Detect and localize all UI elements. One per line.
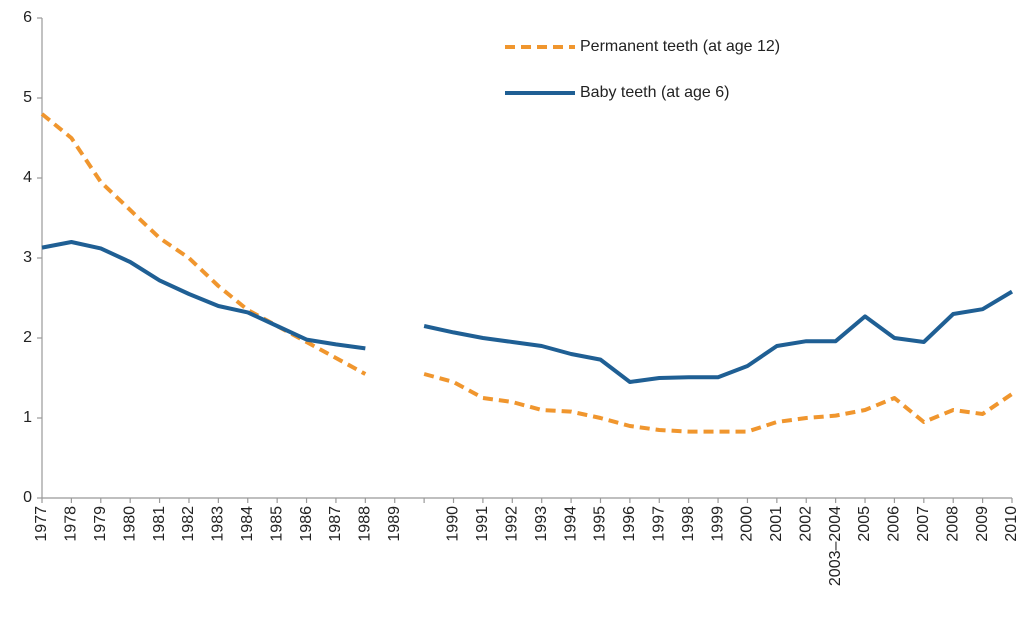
x-tick-label: 2002 — [797, 506, 814, 542]
x-tick-label: 1993 — [533, 506, 550, 542]
x-tick-label: 1992 — [504, 506, 521, 542]
y-tick-label: 5 — [23, 89, 32, 106]
y-tick-label: 1 — [23, 409, 32, 426]
x-tick-label: 1981 — [151, 506, 168, 542]
x-tick-label: 1984 — [239, 506, 256, 542]
legend-label: Permanent teeth (at age 12) — [580, 38, 780, 55]
x-tick-label: 1999 — [709, 506, 726, 542]
x-tick-label: 1990 — [445, 506, 462, 542]
y-tick-label: 3 — [23, 249, 32, 266]
x-tick-label: 1985 — [268, 506, 285, 542]
x-tick-label: 1986 — [298, 506, 315, 542]
x-tick-label: 1983 — [210, 506, 227, 542]
x-tick-label: 1988 — [357, 506, 374, 542]
x-tick-label: 2010 — [1003, 506, 1020, 542]
x-tick-label: 1991 — [474, 506, 491, 542]
x-tick-label: 1982 — [180, 506, 197, 542]
x-tick-label: 1998 — [680, 506, 697, 542]
series-line — [423, 372, 1014, 434]
x-tick-label: 2001 — [768, 506, 785, 542]
x-tick-label: 1980 — [121, 506, 138, 542]
y-tick-label: 4 — [23, 169, 32, 186]
x-tick-label: 2009 — [974, 506, 991, 542]
x-tick-label: 2006 — [886, 506, 903, 542]
x-tick-label: 1987 — [327, 506, 344, 542]
x-tick-label: 1989 — [386, 506, 403, 542]
x-tick-label: 2007 — [915, 506, 932, 542]
y-tick-label: 0 — [23, 489, 32, 506]
x-tick-label: 2005 — [856, 506, 873, 542]
x-tick-label: 2003–2004 — [827, 506, 844, 586]
y-tick-label: 2 — [23, 329, 32, 346]
x-tick-label: 1995 — [592, 506, 609, 542]
x-tick-label: 1977 — [33, 506, 50, 542]
legend-label: Baby teeth (at age 6) — [580, 84, 729, 101]
series-line — [40, 112, 367, 376]
x-tick-label: 1996 — [621, 506, 638, 542]
x-tick-label: 1979 — [92, 506, 109, 542]
x-tick-label: 1997 — [650, 506, 667, 542]
x-tick-label: 2000 — [739, 506, 756, 542]
x-tick-label: 2008 — [944, 506, 961, 542]
series-line — [41, 240, 366, 351]
x-tick-label: 1978 — [63, 506, 80, 542]
series-line — [423, 289, 1014, 384]
x-tick-label: 1994 — [562, 506, 579, 542]
y-tick-label: 6 — [23, 9, 32, 26]
